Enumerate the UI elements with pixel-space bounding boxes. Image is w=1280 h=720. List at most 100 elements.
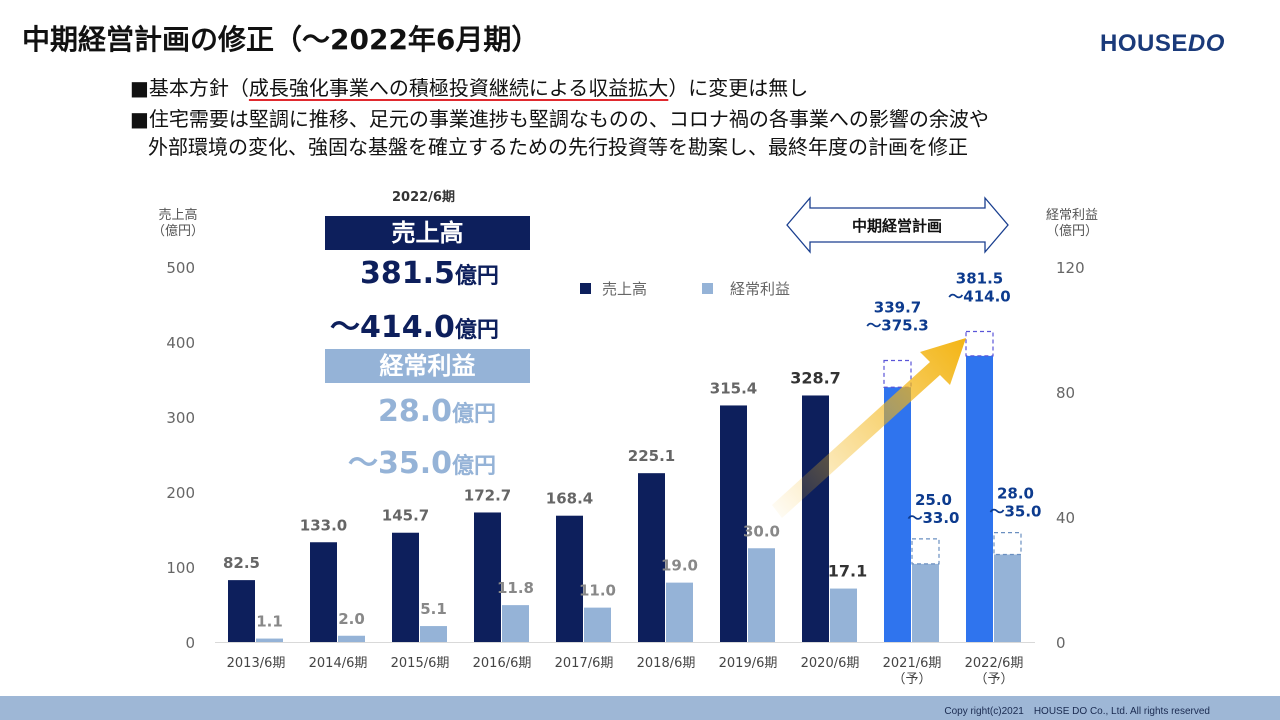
summary-profit-value-1: 28.0億円 (378, 394, 496, 429)
sales-value-label: 〜414.0 (948, 288, 1010, 306)
x-tick-label: 2013/6期 (227, 656, 286, 671)
profit-range-box (911, 538, 940, 565)
sales-bar (392, 532, 419, 642)
y-left-tick-label: 500 (166, 259, 195, 277)
sales-bar (228, 580, 255, 642)
y-right-axis-title: （億円） (1046, 223, 1098, 239)
summary-profit-line2: 〜35.0 (348, 446, 453, 481)
x-tick-label: 2021/6期 (883, 656, 942, 671)
sales-value-label: 82.5 (223, 554, 260, 572)
y-right-tick-label: 0 (1056, 634, 1066, 652)
summary-profit-line1: 28.0 (378, 394, 453, 429)
summary-profit-unit-2: 億円 (452, 454, 497, 479)
profit-value-label: 〜33.0 (907, 509, 959, 527)
summary-sales-value-2: 〜414.0億円 (330, 302, 499, 346)
x-tick-label: 2020/6期 (801, 656, 860, 671)
bullet-policy-prefix: ■基本方針（ (130, 76, 249, 100)
x-tick-label: 2017/6期 (555, 656, 614, 671)
footer-bar (0, 696, 1280, 720)
bullet-demand-line2: 外部環境の変化、強固な基盤を確立するための先行投資等を勘案し、最終年度の計画を修… (148, 135, 968, 159)
y-right-tick-label: 80 (1056, 384, 1075, 402)
footer-copyright: Copy right(c)2021 HOUSE DO Co., Ltd. All… (944, 706, 1210, 717)
profit-bar (748, 548, 775, 642)
profit-value-label: 11.0 (579, 582, 616, 600)
sales-value-label: 225.1 (628, 447, 675, 465)
growth-arrow (772, 338, 966, 518)
profit-value-label: 28.0 (997, 485, 1034, 503)
y-left-axis-title: 売上高 (158, 207, 197, 223)
chart: 010020030040050004080120売上高（億円）経常利益（億円） … (152, 196, 1098, 687)
sales-value-label: 133.0 (300, 516, 347, 534)
summary-sales-unit-1: 億円 (454, 264, 499, 289)
summary-profit-label: 経常利益 (325, 349, 530, 383)
summary-sales-line1: 381.5 (360, 256, 455, 291)
x-tick-label: 2016/6期 (473, 656, 532, 671)
profit-bar (994, 554, 1021, 642)
sales-bar (638, 473, 665, 642)
summary-period: 2022/6期 (392, 190, 455, 205)
profit-value-label: 5.1 (420, 600, 447, 618)
summary-sales-label: 売上高 (325, 216, 530, 250)
summary-sales-line2: 〜414.0 (330, 310, 455, 345)
y-right-axis-title: 経常利益 (1046, 208, 1098, 223)
sales-bar (802, 395, 829, 642)
sales-value-label: 328.7 (790, 368, 841, 387)
x-tick-label: 2019/6期 (719, 656, 778, 671)
legend: 売上高 経常利益 (580, 280, 790, 298)
sales-range-box (965, 330, 994, 357)
summary-sales-unit-2: 億円 (454, 318, 499, 343)
profit-value-label: 〜35.0 (989, 503, 1041, 521)
sales-value-label: 168.4 (546, 490, 593, 508)
sales-value-label: 145.7 (382, 507, 429, 525)
profit-value-label: 11.8 (497, 579, 534, 597)
profit-bar (502, 605, 529, 642)
sales-value-label: 339.7 (874, 299, 921, 317)
sales-bar (884, 387, 911, 642)
profit-bar (666, 582, 693, 642)
profit-bar (584, 607, 611, 642)
sales-bar (310, 542, 337, 642)
logo-do: DO (1187, 30, 1225, 57)
profit-bar (830, 588, 857, 642)
bullet-demand-line1: ■住宅需要は堅調に推移、足元の事業進捗も堅調なものの、コロナ禍の各事業への影響の… (130, 107, 989, 131)
sales-value-label: 〜375.3 (866, 317, 928, 335)
profit-value-label: 1.1 (256, 613, 283, 631)
sales-bar (720, 405, 747, 642)
summary-sales-value-1: 381.5億円 (360, 256, 499, 291)
plan-double-arrow: 中期経営計画 (786, 196, 1009, 254)
x-tick-label: （予） (974, 672, 1013, 687)
sales-value-label: 381.5 (956, 270, 1003, 288)
logo-house: HOUSE (1100, 30, 1188, 57)
y-left-tick-label: 0 (185, 634, 195, 652)
y-left-tick-label: 300 (166, 409, 195, 427)
legend-label-profit: 経常利益 (730, 280, 790, 298)
profit-value-label: 2.0 (338, 610, 365, 628)
y-left-tick-label: 200 (166, 484, 195, 502)
profit-value-label: 25.0 (915, 491, 952, 509)
plan-label: 中期経営計画 (852, 217, 942, 235)
y-left-axis-title: （億円） (152, 223, 204, 239)
sales-value-label: 172.7 (464, 486, 511, 504)
sales-bar (966, 355, 993, 642)
sales-range-box (883, 359, 912, 388)
profit-value-label: 17.1 (828, 562, 867, 581)
profit-value-label: 19.0 (661, 557, 698, 575)
profit-bar (256, 638, 283, 642)
x-tick-label: 2018/6期 (637, 656, 696, 671)
sales-bar (474, 512, 501, 642)
x-tick-label: 2015/6期 (391, 656, 450, 671)
y-right-tick-label: 40 (1056, 509, 1075, 527)
profit-bar (912, 563, 939, 642)
profit-bar (420, 626, 447, 642)
page-title: 中期経営計画の修正（〜2022年6月期） (22, 23, 540, 56)
profit-bar (338, 635, 365, 642)
bullet-policy-suffix: ）に変更は無し (668, 76, 809, 100)
summary-profit-unit-1: 億円 (452, 402, 497, 427)
summary-profit-value-2: 〜35.0億円 (348, 438, 496, 482)
y-left-tick-label: 400 (166, 334, 195, 352)
sales-bar (556, 515, 583, 642)
company-logo: HOUSEDO (1100, 30, 1225, 58)
y-right-tick-label: 120 (1056, 259, 1085, 277)
profit-value-label: 30.0 (743, 522, 780, 540)
profit-range-box (993, 532, 1022, 556)
